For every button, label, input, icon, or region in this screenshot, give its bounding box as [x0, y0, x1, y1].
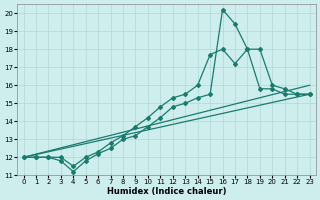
- X-axis label: Humidex (Indice chaleur): Humidex (Indice chaleur): [107, 187, 226, 196]
